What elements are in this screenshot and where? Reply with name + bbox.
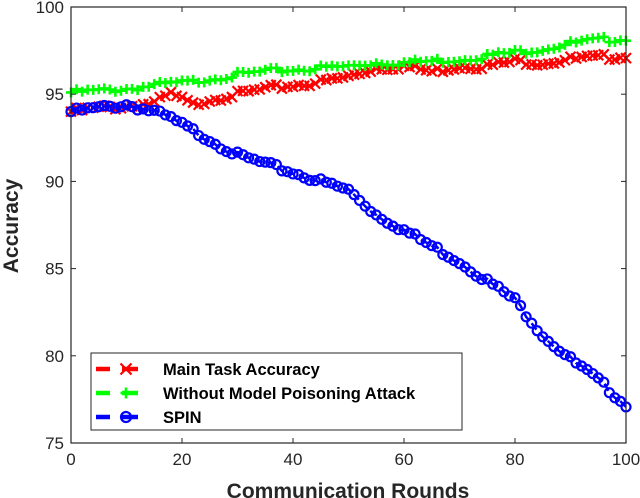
y-tick-label: 80 — [45, 347, 64, 366]
axes — [70, 6, 627, 444]
y-tick-label: 100 — [36, 0, 64, 17]
x-tick-label: 80 — [506, 450, 525, 469]
legend-box — [90, 352, 463, 431]
y-axis-title: Accuracy — [0, 178, 23, 273]
series-without-model-poisoning-attack — [66, 31, 631, 98]
x-tick-label: 20 — [173, 450, 192, 469]
series-layer — [65, 31, 632, 413]
x-tick-label: 100 — [612, 450, 640, 469]
legend-label: Main Task Accuracy — [163, 361, 321, 379]
x-tick-label: 40 — [284, 450, 303, 469]
x-tick-label: 0 — [66, 450, 75, 469]
y-tick-label: 85 — [45, 260, 64, 279]
x-tick-label: 60 — [395, 450, 414, 469]
y-tick-label: 90 — [45, 172, 64, 191]
legend-label: Without Model Poisoning Attack — [163, 385, 416, 403]
legend-item: Main Task Accuracy — [96, 361, 321, 379]
axes-box — [70, 6, 627, 444]
legend-label: SPIN — [163, 409, 202, 427]
x-axis-title: Communication Rounds — [227, 480, 470, 498]
legend-item: Without Model Poisoning Attack — [96, 385, 416, 403]
y-tick-label: 95 — [45, 85, 64, 104]
legend-item: SPIN — [96, 409, 202, 427]
tick-labels: 0 20 40 60 80 100 75 80 85 90 95 100 — [36, 0, 640, 469]
series-spin — [65, 99, 632, 413]
legend: Main Task Accuracy Without Model Poisonin… — [90, 352, 463, 431]
y-tick-label: 75 — [45, 434, 64, 453]
